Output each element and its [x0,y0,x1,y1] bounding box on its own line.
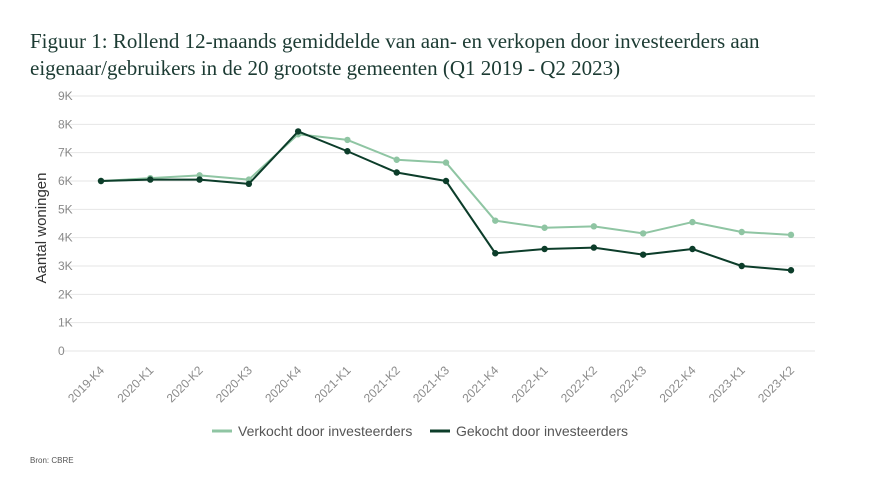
x-tick-label: 2020-K2 [164,363,206,405]
data-point [738,228,745,236]
data-point [541,245,548,253]
x-tick-label: 2020-K4 [262,363,304,405]
data-point [639,230,647,237]
data-point [294,128,302,135]
x-tick-label: 2022-K4 [657,363,699,405]
data-point [147,176,154,183]
series-lines [97,128,795,274]
data-point [738,262,745,270]
x-tick-label: 2021-K3 [410,363,452,405]
legend-label-2: Gekocht door investeerders [456,423,628,439]
x-axis-ticks: 2019-K4 2020-K1 2020-K2 2020-K3 2020-K4 2021-… [65,363,797,405]
data-point [639,251,647,258]
x-tick-label: 2022-K3 [607,363,649,405]
data-point [787,267,795,274]
y-tick-label: 5K [58,202,73,216]
y-tick-label: 8K [58,117,73,131]
chart-title: Figuur 1: Rollend 12-maands gemiddelde v… [30,29,760,80]
data-point [442,159,450,166]
source-note: Bron: CBRE [30,456,74,465]
data-point [541,224,548,231]
data-point [689,245,696,253]
data-point [393,156,400,163]
gridlines [62,95,815,352]
data-point [689,218,696,226]
y-tick-label: 1K [58,316,73,330]
x-tick-label: 2020-K3 [213,363,255,405]
x-tick-label: 2020-K1 [114,363,156,405]
x-tick-label: 2023-K1 [706,363,748,405]
y-tick-label: 2K [58,287,73,301]
x-tick-label: 2021-K4 [459,363,501,405]
data-point [245,180,253,188]
data-point [590,244,598,251]
data-point [492,217,499,224]
data-point [787,231,795,239]
data-point [393,169,400,176]
y-axis-label: Aantal woningen [33,173,50,284]
legend-label-1: Verkocht door investeerders [238,423,412,439]
y-tick-label: 0 [58,344,65,358]
y-axis-ticks: 0 1K 2K 3K 4K 5K 6K 7K 8K 9K [58,89,73,358]
legend: Verkocht door investeerders Gekocht door … [212,423,628,439]
data-point [344,136,351,144]
y-tick-label: 3K [58,259,73,273]
y-tick-label: 4K [58,231,73,245]
x-tick-label: 2021-K2 [361,363,403,405]
x-tick-label: 2019-K4 [65,363,107,405]
data-point [97,177,105,185]
x-tick-label: 2021-K1 [312,363,354,405]
y-tick-label: 9K [58,89,73,103]
data-point [442,177,450,185]
data-point [344,148,351,155]
data-point [196,176,203,183]
series-line-1 [100,133,792,236]
data-point [492,250,499,257]
x-tick-label: 2022-K1 [509,363,551,405]
x-tick-label: 2023-K2 [755,363,797,405]
x-tick-label: 2022-K2 [558,363,600,405]
y-tick-label: 6K [58,174,73,188]
y-tick-label: 7K [58,146,73,160]
data-point [590,223,598,230]
